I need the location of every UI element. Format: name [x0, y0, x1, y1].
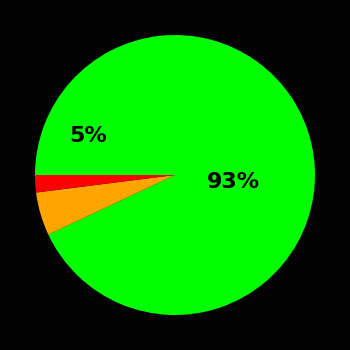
- Wedge shape: [35, 35, 315, 315]
- Text: 5%: 5%: [69, 126, 107, 146]
- Wedge shape: [35, 175, 175, 192]
- Text: 93%: 93%: [207, 172, 260, 192]
- Wedge shape: [36, 175, 175, 234]
